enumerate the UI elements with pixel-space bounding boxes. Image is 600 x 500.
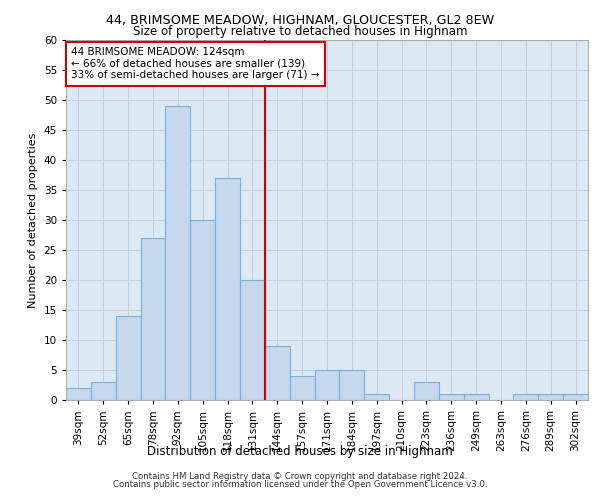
Bar bbox=[190, 220, 215, 400]
Bar bbox=[563, 394, 588, 400]
Bar bbox=[166, 106, 190, 400]
Bar bbox=[538, 394, 563, 400]
Bar bbox=[91, 382, 116, 400]
Bar bbox=[265, 346, 290, 400]
Bar bbox=[514, 394, 538, 400]
Text: Distribution of detached houses by size in Highnam: Distribution of detached houses by size … bbox=[147, 444, 453, 458]
Bar bbox=[66, 388, 91, 400]
Bar bbox=[314, 370, 340, 400]
Bar bbox=[215, 178, 240, 400]
Text: Size of property relative to detached houses in Highnam: Size of property relative to detached ho… bbox=[133, 25, 467, 38]
Text: Contains HM Land Registry data © Crown copyright and database right 2024.: Contains HM Land Registry data © Crown c… bbox=[132, 472, 468, 481]
Bar bbox=[364, 394, 389, 400]
Bar bbox=[116, 316, 140, 400]
Bar bbox=[439, 394, 464, 400]
Bar bbox=[290, 376, 314, 400]
Bar bbox=[340, 370, 364, 400]
Text: 44, BRIMSOME MEADOW, HIGHNAM, GLOUCESTER, GL2 8EW: 44, BRIMSOME MEADOW, HIGHNAM, GLOUCESTER… bbox=[106, 14, 494, 27]
Bar bbox=[414, 382, 439, 400]
Bar bbox=[464, 394, 488, 400]
Text: Contains public sector information licensed under the Open Government Licence v3: Contains public sector information licen… bbox=[113, 480, 487, 489]
Bar bbox=[140, 238, 166, 400]
Text: 44 BRIMSOME MEADOW: 124sqm
← 66% of detached houses are smaller (139)
33% of sem: 44 BRIMSOME MEADOW: 124sqm ← 66% of deta… bbox=[71, 47, 320, 80]
Y-axis label: Number of detached properties: Number of detached properties bbox=[28, 132, 38, 308]
Bar bbox=[240, 280, 265, 400]
